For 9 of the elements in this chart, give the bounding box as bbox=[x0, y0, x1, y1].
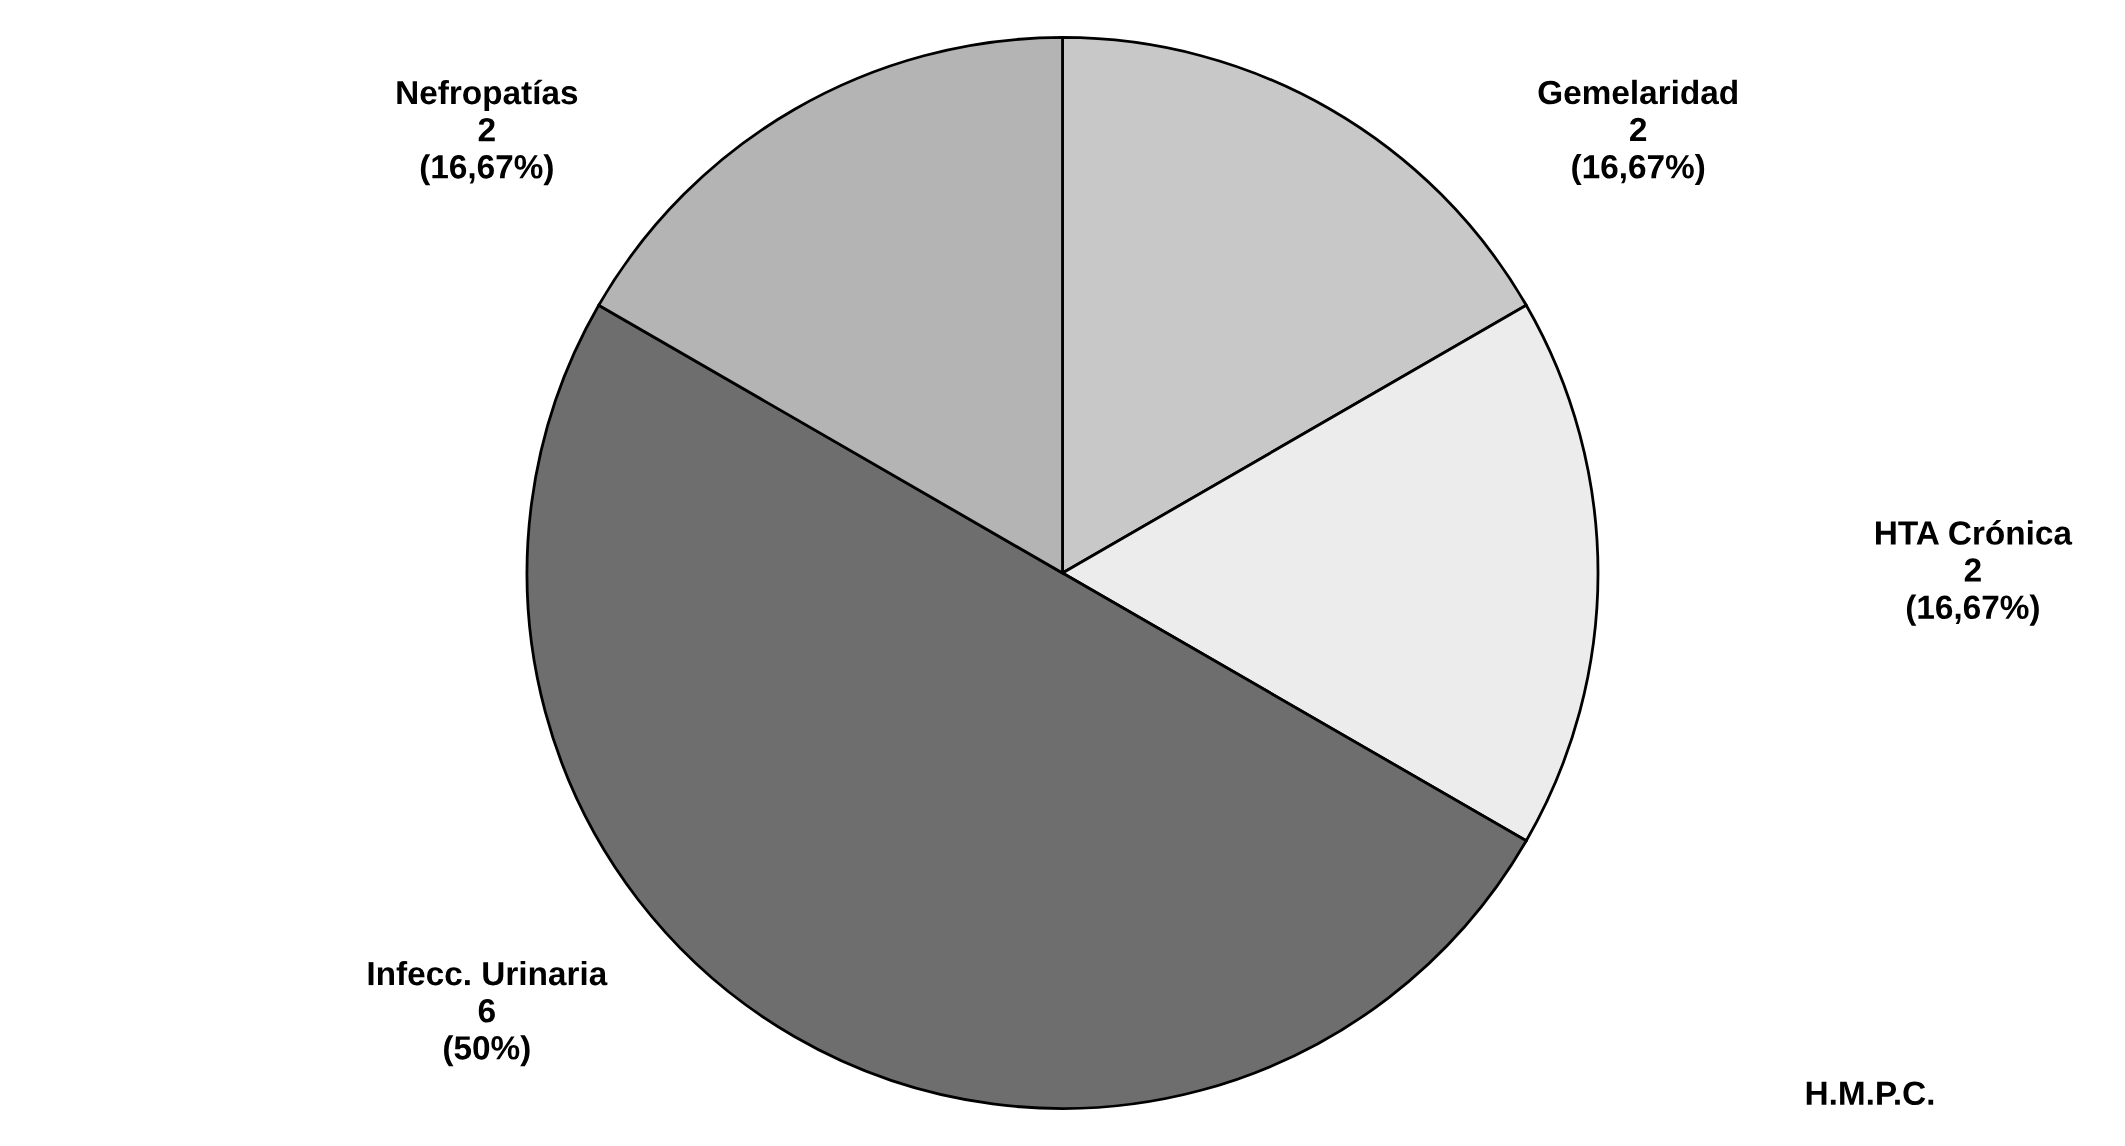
data-label: 2 (16,67%) bbox=[420, 117, 553, 186]
slice-label: Nefropatías bbox=[397, 79, 578, 111]
slice-label: HTA Crónica bbox=[1876, 520, 2073, 545]
data-label: 6 (50%) bbox=[444, 998, 530, 1067]
data-label: 2 (16,67%) bbox=[1906, 558, 2039, 626]
slice-label: Gemelaridad bbox=[1538, 79, 1737, 105]
data-label: 2 (16,67%) bbox=[1572, 117, 1705, 186]
text: H.M.P.C. bbox=[1806, 1081, 1934, 1106]
slice-label: Infecc. Urinaria bbox=[368, 960, 608, 986]
